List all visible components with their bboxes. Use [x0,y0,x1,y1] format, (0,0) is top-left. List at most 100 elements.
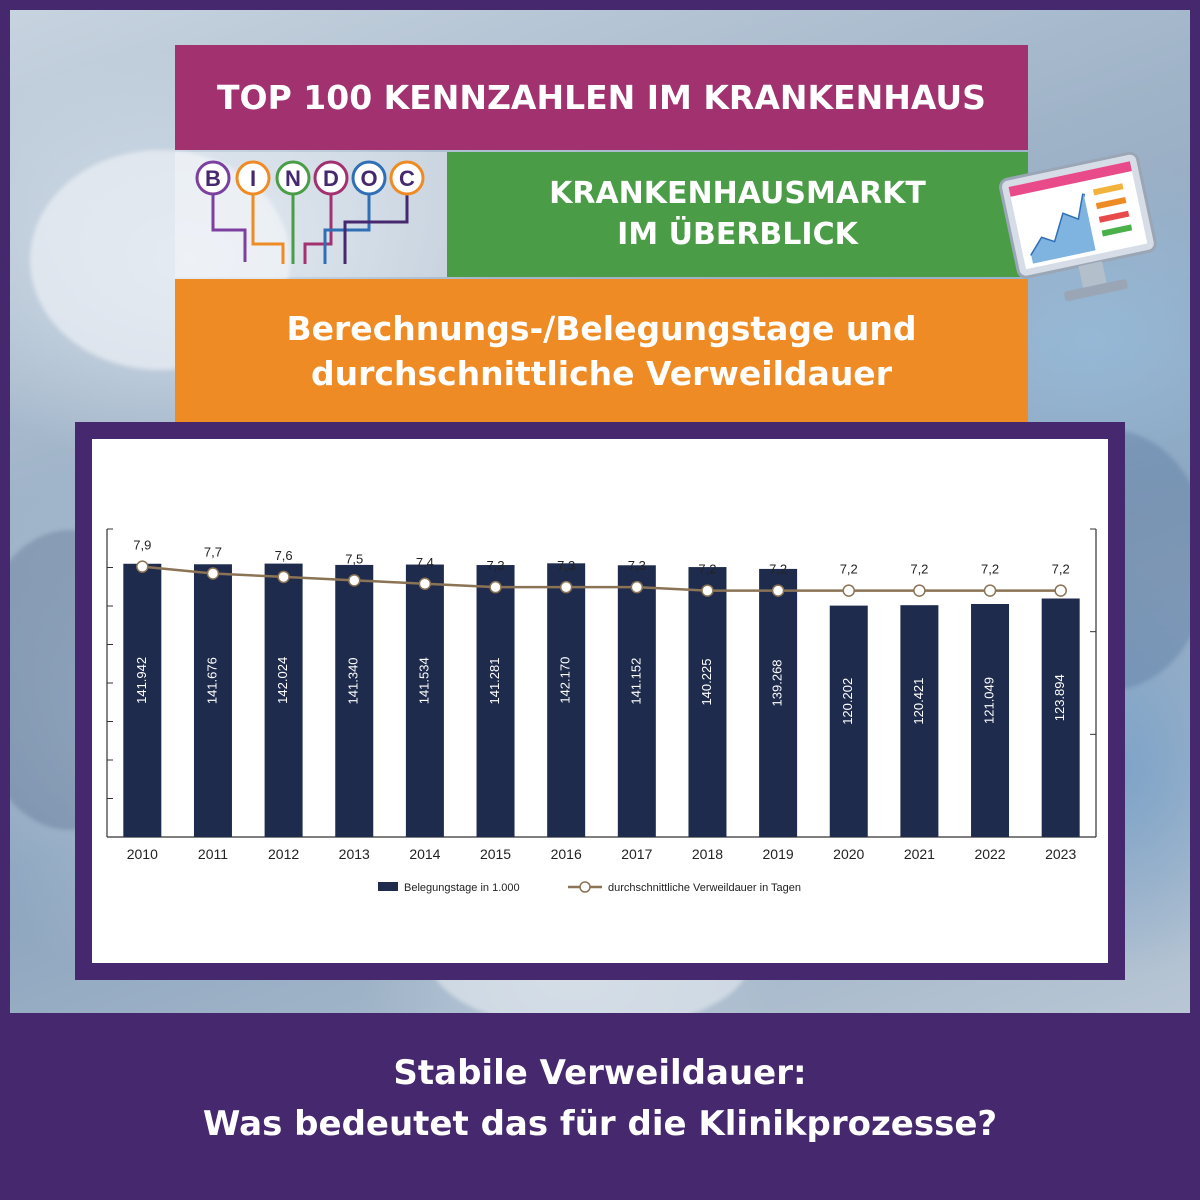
bar-value-label: 139.268 [770,659,785,706]
bar-2018 [688,567,727,837]
chart-legend: Belegungstage in 1.000 durchschnittliche… [378,881,801,894]
line-value-label: 7,2 [910,562,928,577]
logo-circle-c [389,160,425,196]
x-tick-label: 2018 [692,846,723,862]
subtitle-line-1: KRANKENHAUSMARKT [549,176,926,211]
logo-circle-o [351,160,387,196]
logo-circle-n [275,160,311,196]
bar-value-label: 120.202 [840,678,855,725]
line-point-2022 [983,584,997,597]
bar-2020 [829,605,868,837]
line-point-2012 [277,570,290,584]
subtitle-line-2: IM ÜBERBLICK [617,216,858,252]
combo-chart: 141.942 141.676 142.024 141.340 141.534 141.2… [106,528,1097,894]
logo-letter: D [323,166,339,191]
bar-value-label: 141.152 [628,658,643,705]
x-tick-label: 2013 [339,846,370,862]
logo-letter: B [205,166,221,191]
line-value-label: 7,6 [275,548,293,563]
bar-2012 [264,563,303,837]
bar-2015 [476,565,515,837]
footer-line-1: Stabile Verweildauer: [393,1053,807,1093]
x-tick-label: 2016 [551,846,582,862]
bar-value-label: 141.534 [416,657,431,704]
line-value-label: 7,2 [840,562,858,577]
legend-line-marker [579,881,591,893]
logo-letter: I [250,166,256,191]
logo-letter: C [399,166,415,191]
header-title-banner: TOP 100 KENNZAHLEN IM KRANKENHAUS [175,45,1028,150]
line-value-label: 7,2 [769,562,787,577]
bar-value-label: 142.024 [275,657,290,704]
bar-value-label: 140.225 [699,659,714,706]
footer-text: Stabile Verweildauer: Was bedeutet das f… [0,1048,1200,1150]
line-point-2019 [771,584,785,597]
line-value-label: 7,2 [981,562,999,577]
bindoc-logo-graphic: B I N D O C [195,160,425,264]
legend-bar-swatch [378,882,398,891]
bar-value-label: 141.340 [346,657,361,704]
line-value-label: 7,7 [204,544,222,559]
monitor-icon [990,125,1165,325]
line-point-2016 [559,580,573,594]
line-point-2020 [842,584,855,597]
x-tick-label: 2010 [127,846,158,862]
bar-value-label: 141.676 [204,657,219,704]
bar-value-label: 142.170 [558,657,573,704]
logo-circle-i [235,160,271,196]
bar-2014 [405,564,444,837]
x-tick-label: 2015 [480,846,511,862]
x-tick-label: 2023 [1045,846,1076,862]
line-point-2015 [489,580,502,594]
bar-2023 [1041,598,1080,837]
line-verweildauer [142,565,1061,592]
bar-value-label: 123.894 [1052,674,1067,721]
logo-circle-b [195,160,231,196]
line-value-label: 7,2 [1052,562,1070,577]
bindoc-logo: B I N D O C [175,152,447,277]
bar-2016 [547,563,586,837]
line-point-2011 [206,567,220,580]
bar-2013 [335,564,374,837]
x-tick-label: 2022 [974,846,1005,862]
line-point-2018 [701,584,714,597]
line-value-label: 7,2 [698,562,716,577]
subtitle-banner: KRANKENHAUSMARKT IM ÜBERBLICK [447,152,1028,277]
line-point-2023 [1054,584,1067,597]
line-value-label: 7,9 [133,538,151,553]
line-point-2017 [630,580,644,594]
chart-panel: 141.942 141.676 142.024 141.340 141.534 141.2… [92,439,1108,963]
line-point-2013 [348,574,361,587]
line-point-2010 [136,560,149,573]
bar-value-label: 141.942 [134,657,149,704]
x-tick-label: 2014 [409,846,440,862]
line-value-label: 7,3 [557,558,575,573]
x-tick-label: 2020 [833,846,864,862]
line-point-2014 [418,577,432,591]
logo-letter: O [360,166,377,191]
bar-value-label: 121.049 [981,677,996,724]
x-tick-label: 2012 [268,846,299,862]
x-tick-label: 2017 [621,846,652,862]
chart-card: 141.942 141.676 142.024 141.340 141.534 141.2… [75,422,1125,980]
x-tick-label: 2019 [763,846,794,862]
topic-line-1: Berechnungs-/Belegungstage und [286,308,917,348]
bar-2021 [900,605,939,837]
legend-line-label: durchschnittliche Verweildauer in Tagen [608,882,801,894]
logo-circle-d [313,160,349,196]
logo-letter: N [285,166,301,191]
line-point-2021 [913,584,926,597]
bar-2017 [617,565,656,837]
line-value-label: 7,3 [486,558,504,573]
header-title: TOP 100 KENNZAHLEN IM KRANKENHAUS [217,78,986,117]
bar-2010 [123,563,162,837]
topic-line-2: durchschnittliche Verweildauer [311,353,892,393]
line-value-label: 7,5 [345,551,363,566]
bar-2022 [971,603,1010,837]
topic-banner: Berechnungs-/Belegungstage und durchschn… [175,279,1028,424]
bar-value-label: 141.281 [487,658,502,705]
line-value-label: 7,4 [416,555,434,570]
x-tick-label: 2011 [198,846,228,862]
x-tick-label: 2021 [904,846,935,862]
footer-line-2: Was bedeutet das für die Klinikprozesse? [202,1104,998,1144]
